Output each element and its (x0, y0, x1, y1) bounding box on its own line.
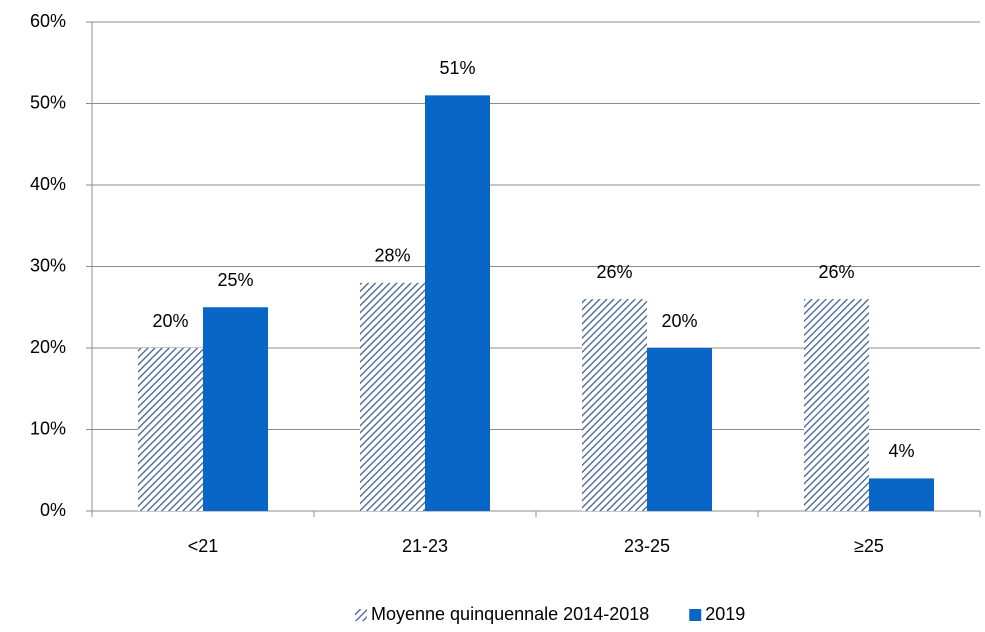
x-tick-label: ≥25 (854, 536, 884, 556)
x-tick-label: <21 (188, 536, 219, 556)
data-label: 25% (217, 270, 253, 290)
y-tick-label: 0% (40, 500, 66, 520)
data-label: 26% (818, 262, 854, 282)
bar (360, 282, 425, 511)
x-tick-label: 23-25 (624, 536, 670, 556)
bar (582, 299, 647, 511)
bar (804, 299, 869, 511)
y-tick-label: 30% (30, 255, 66, 275)
bar (203, 307, 268, 511)
y-tick-label: 10% (30, 418, 66, 438)
legend-label: 2019 (705, 604, 745, 624)
y-tick-label: 40% (30, 174, 66, 194)
bar (425, 95, 490, 511)
x-tick-label: 21-23 (402, 536, 448, 556)
y-tick-label: 50% (30, 92, 66, 112)
y-tick-label: 60% (30, 11, 66, 31)
legend-label: Moyenne quinquennale 2014-2018 (371, 604, 649, 624)
data-label: 51% (439, 58, 475, 78)
bar (647, 348, 712, 511)
bar (138, 348, 203, 511)
y-tick-label: 20% (30, 337, 66, 357)
data-label: 20% (661, 311, 697, 331)
bar (869, 478, 934, 511)
data-label: 4% (888, 441, 914, 461)
data-label: 26% (596, 262, 632, 282)
data-label: 28% (374, 246, 410, 266)
data-label: 20% (152, 311, 188, 331)
legend-swatch (689, 609, 702, 621)
legend-swatch (355, 609, 367, 621)
